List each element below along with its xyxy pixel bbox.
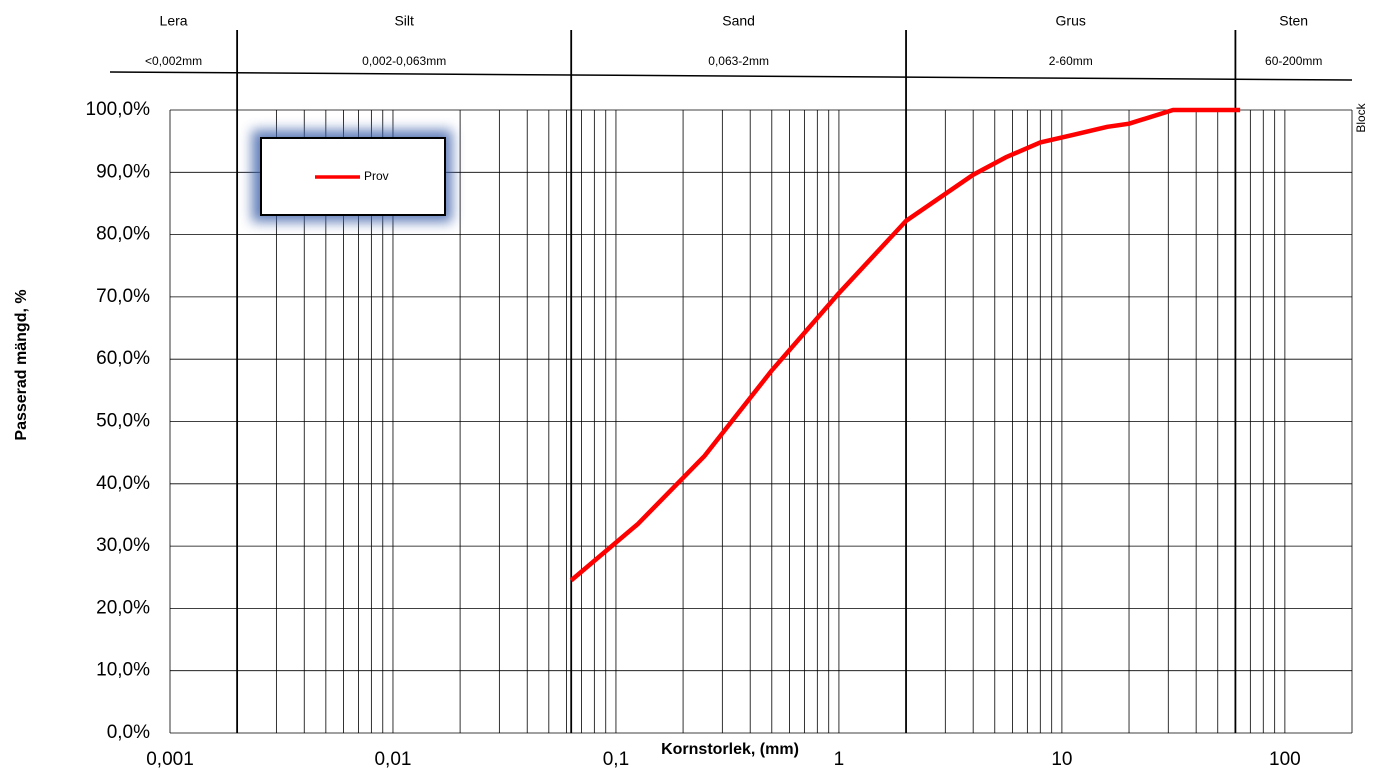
data-line xyxy=(569,107,1241,583)
zone-range: 2-60mm xyxy=(1049,54,1093,68)
zone-name: Silt xyxy=(394,13,414,29)
x-tick-label: 0,001 xyxy=(146,749,194,770)
x-tick-label: 100 xyxy=(1269,749,1301,770)
y-tick-label: 10,0% xyxy=(96,660,150,681)
x-tick-label: 0,01 xyxy=(374,749,411,770)
y-tick-label: 50,0% xyxy=(96,411,150,432)
zone-name: Sand xyxy=(722,13,755,29)
zone-range: 0,063-2mm xyxy=(708,54,769,68)
y-axis-label: Passerad mängd, % xyxy=(13,289,30,440)
y-tick-label: 30,0% xyxy=(96,535,150,556)
zone-range: <0,002mm xyxy=(145,54,202,68)
zone-range: 0,002-0,063mm xyxy=(362,54,446,68)
x-axis-label: Kornstorlek, (mm) xyxy=(661,741,799,758)
legend-box xyxy=(260,137,446,216)
header-line xyxy=(109,71,1353,81)
zone-range: 60-200mm xyxy=(1265,54,1322,68)
zone-name: Lera xyxy=(160,13,188,29)
x-tick-label: 0,1 xyxy=(603,749,629,770)
y-tick-label: 90,0% xyxy=(96,161,150,182)
legend: Prov xyxy=(252,130,452,222)
y-tick-label: 20,0% xyxy=(96,597,150,618)
x-tick-label: 10 xyxy=(1051,749,1072,770)
y-tick-label: 60,0% xyxy=(96,348,150,369)
zone-name: Grus xyxy=(1056,13,1086,29)
y-tick-label: 40,0% xyxy=(96,473,150,494)
y-tick-label: 70,0% xyxy=(96,286,150,307)
x-tick-label: 1 xyxy=(834,749,845,770)
legend-label: Prov xyxy=(364,169,389,183)
y-tick-label: 80,0% xyxy=(96,224,150,245)
y-tick-label: 100,0% xyxy=(86,99,151,120)
zone-name: Sten xyxy=(1279,13,1308,29)
block-label: Block xyxy=(1354,102,1368,132)
y-tick-label: 0,0% xyxy=(107,722,150,743)
